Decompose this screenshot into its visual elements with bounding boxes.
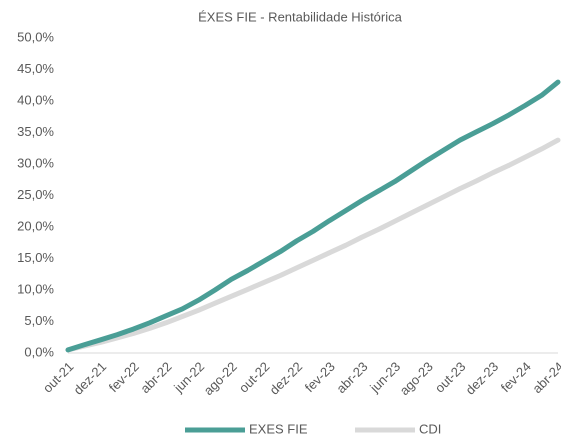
x-tick-label: dez-21	[71, 359, 110, 398]
series-line	[65, 137, 561, 353]
y-tick-label: 20,0%	[17, 218, 54, 233]
y-tick-label: 5,0%	[24, 313, 54, 328]
y-tick-label: 0,0%	[24, 344, 54, 359]
x-tick-label: out-23	[432, 359, 469, 396]
legend-label: CDI	[419, 421, 441, 436]
x-tick-label: abr-23	[333, 359, 370, 396]
x-tick-label: fev-22	[106, 359, 142, 395]
legend-label: EXES FIE	[249, 421, 308, 436]
x-tick-label: ago-23	[397, 359, 436, 398]
x-tick-label: out-21	[40, 359, 77, 396]
y-tick-label: 40,0%	[17, 92, 54, 107]
y-tick-label: 50,0%	[17, 29, 54, 44]
chart-title: ÉXES FIE - Rentabilidade Histórica	[198, 9, 403, 24]
series-line	[65, 79, 561, 353]
x-tick-label: fev-24	[498, 359, 534, 395]
y-tick-label: 25,0%	[17, 187, 54, 202]
y-tick-label: 45,0%	[17, 61, 54, 76]
x-tick-label: dez-22	[267, 359, 306, 398]
x-tick-label: jun-23	[366, 359, 403, 396]
y-tick-label: 30,0%	[17, 155, 54, 170]
y-tick-label: 10,0%	[17, 281, 54, 296]
y-tick-label: 35,0%	[17, 124, 54, 139]
x-tick-label: jun-22	[170, 359, 207, 396]
x-tick-label: abr-24	[529, 359, 561, 396]
y-tick-label: 15,0%	[17, 250, 54, 265]
x-tick-label: ago-22	[201, 359, 240, 398]
x-tick-label: fev-23	[302, 359, 338, 395]
x-tick-label: out-22	[236, 359, 273, 396]
x-tick-label: dez-23	[463, 359, 502, 398]
x-tick-label: abr-22	[137, 359, 174, 396]
